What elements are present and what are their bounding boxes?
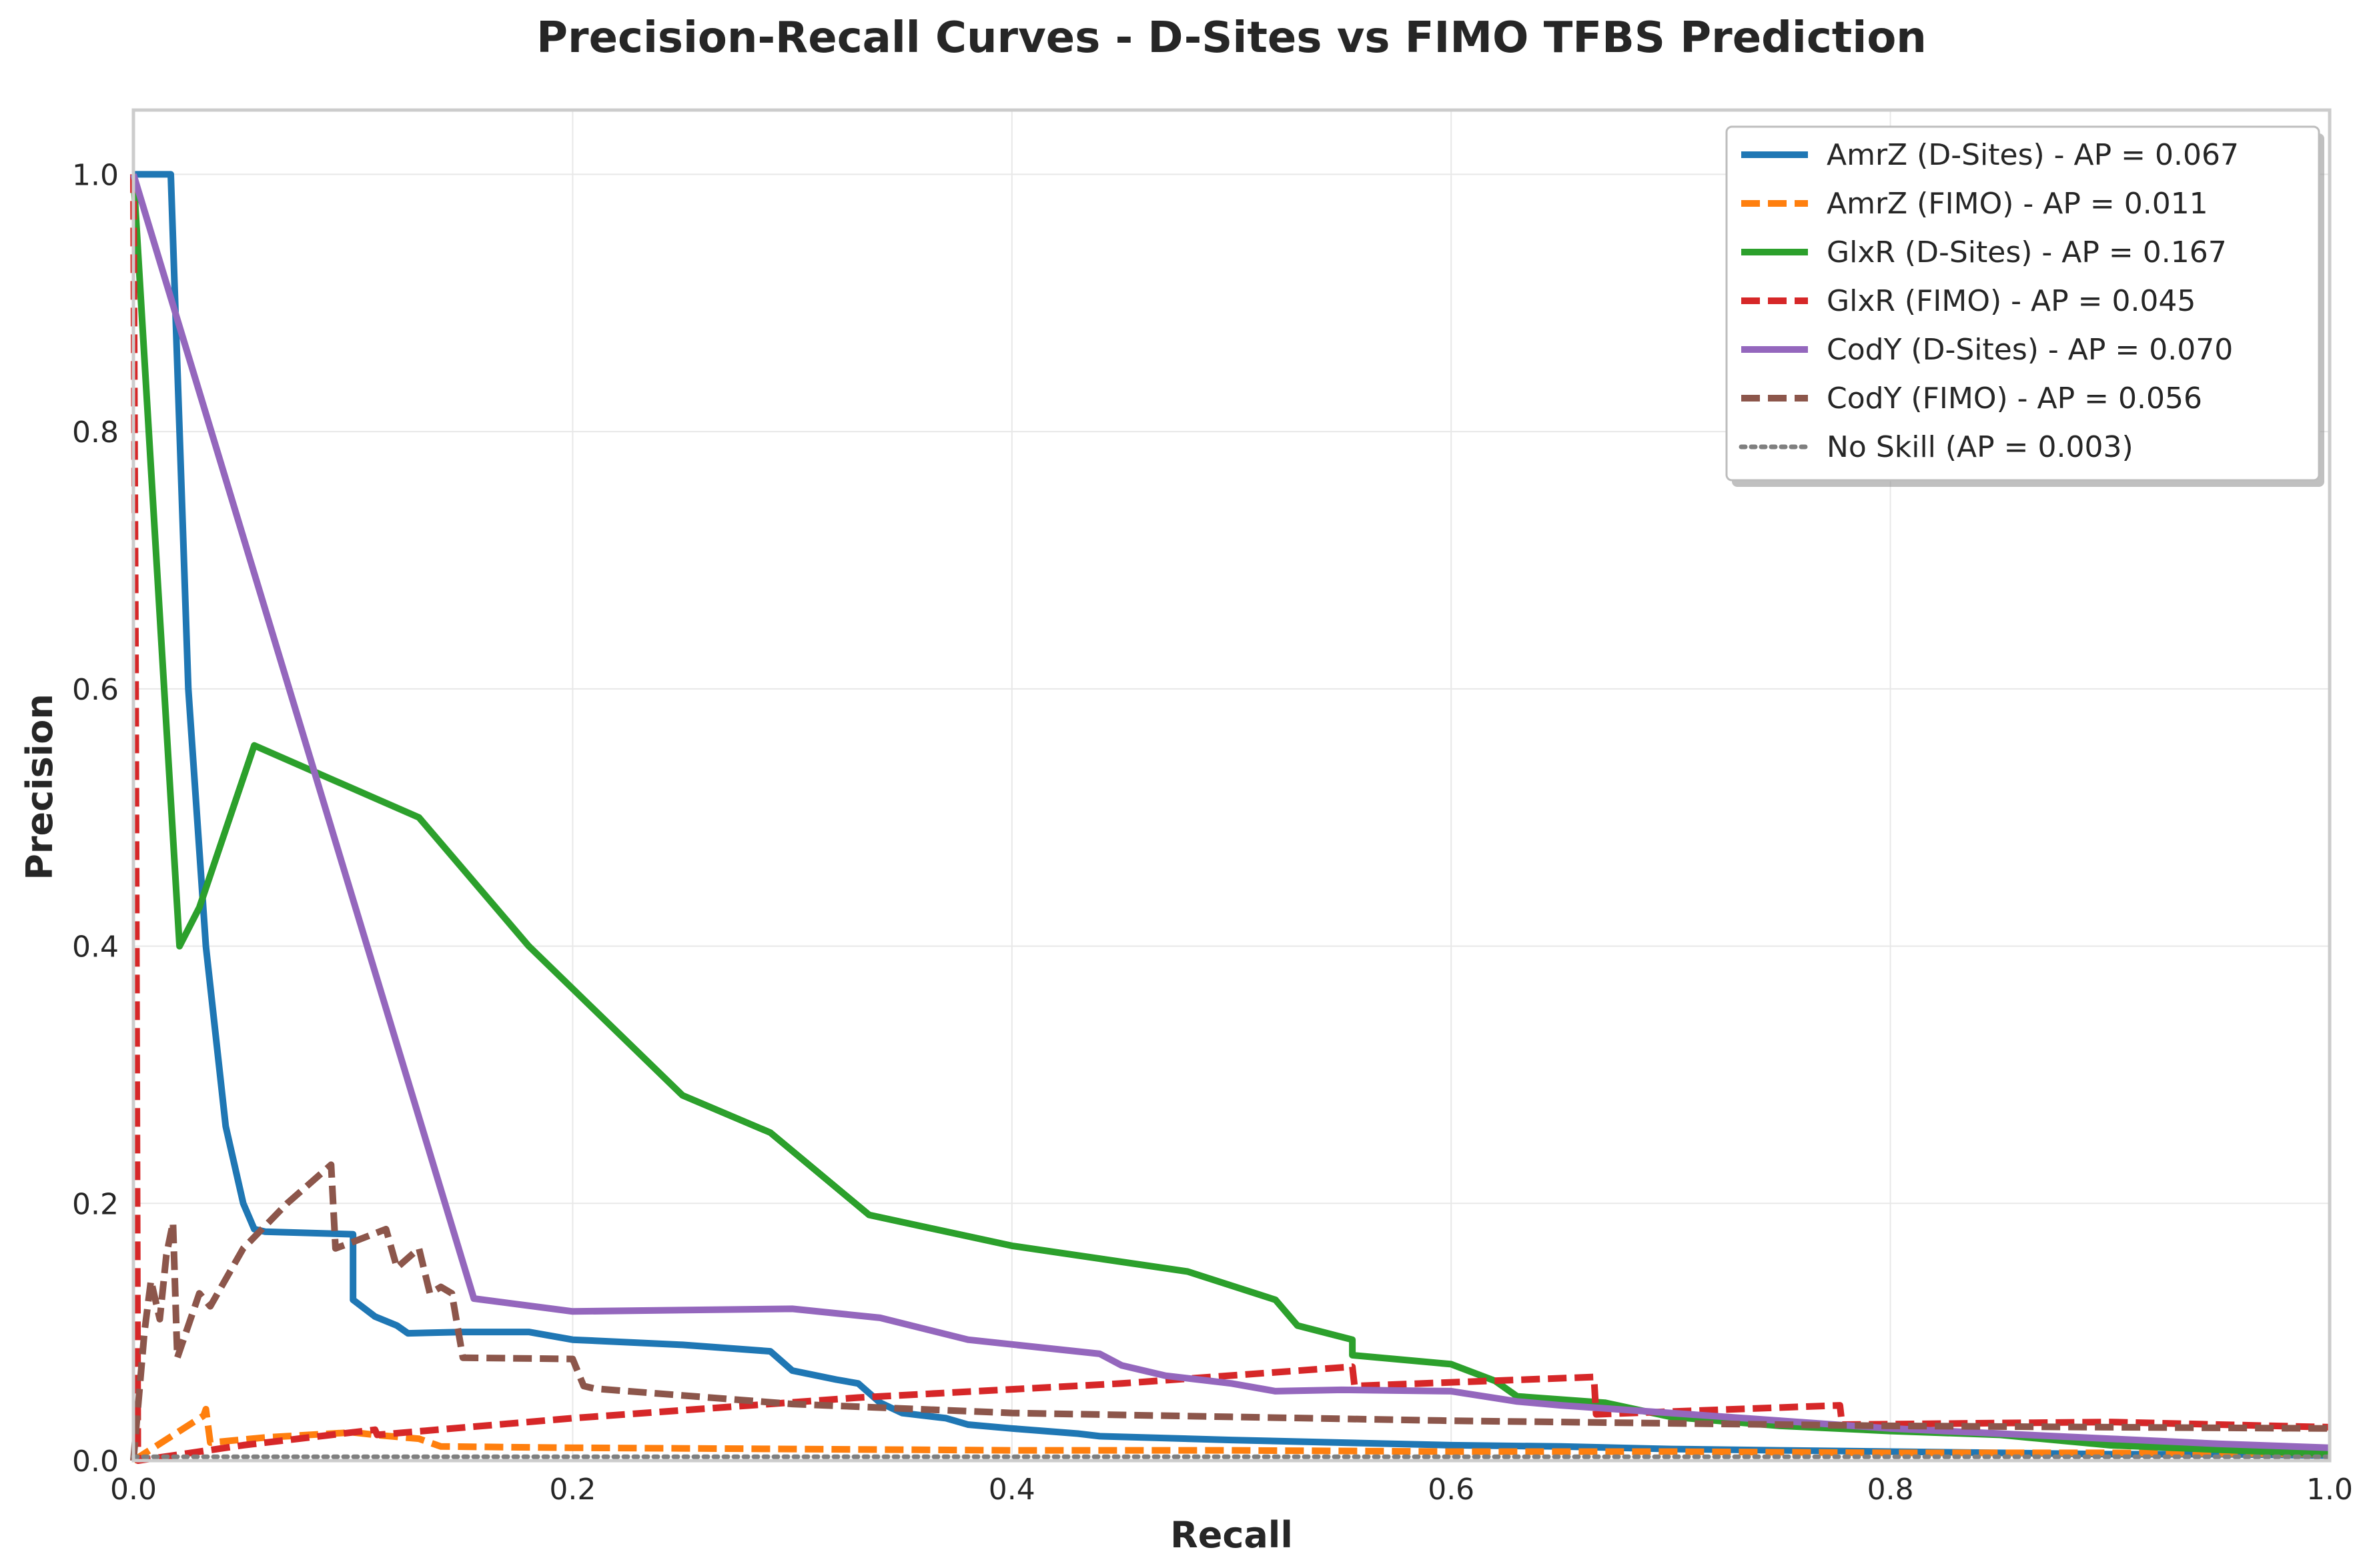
series-line-3 [130, 174, 2330, 1464]
x-tick-label: 0.4 [989, 1473, 1035, 1507]
legend-box [1725, 125, 2320, 482]
y-tick-label: 1.0 [72, 158, 119, 192]
plot-series [130, 171, 2332, 1464]
y-axis-label: Precision [19, 694, 61, 880]
legend-label-4: CodY (D-Sites) - AP = 0.070 [1827, 333, 2233, 367]
legend-label-2: GlxR (D-Sites) - AP = 0.167 [1827, 235, 2227, 269]
series-line-4 [130, 173, 2330, 1451]
series-line-1 [131, 1405, 2330, 1464]
legend-label-0: AmrZ (D-Sites) - AP = 0.067 [1827, 138, 2239, 172]
plot-frame [131, 108, 2332, 1463]
y-tick-label: 0.0 [72, 1445, 119, 1479]
y-tick-label: 0.2 [72, 1187, 119, 1221]
legend-label-3: GlxR (FIMO) - AP = 0.045 [1827, 284, 2196, 318]
y-tick-label: 0.4 [72, 930, 119, 964]
legend: AmrZ (D-Sites) - AP = 0.067 AmrZ (FIMO) -… [1725, 125, 2324, 487]
x-tick-label: 0.0 [110, 1473, 157, 1507]
x-tick-label: 0.6 [1428, 1473, 1474, 1507]
legend-label-5: CodY (FIMO) - AP = 0.056 [1827, 381, 2202, 416]
x-axis-label: Recall [1170, 1514, 1293, 1556]
x-tick-label: 0.8 [1867, 1473, 1914, 1507]
legend-label-6: No Skill (AP = 0.003) [1827, 430, 2134, 464]
tick-labels: 0.0 0.2 0.4 0.6 0.8 1.0 0.0 0.2 0.4 0.6 0.8 1.0 [72, 158, 2353, 1507]
x-tick-label: 1.0 [2306, 1473, 2353, 1507]
x-tick-label: 0.2 [549, 1473, 596, 1507]
chart-title: Precision-Recall Curves - D-Sites vs FIM… [536, 13, 1927, 63]
series-line-5 [130, 1161, 2330, 1461]
y-tick-label: 0.8 [72, 416, 119, 450]
y-tick-label: 0.6 [72, 673, 119, 707]
legend-label-1: AmrZ (FIMO) - AP = 0.011 [1827, 187, 2208, 221]
